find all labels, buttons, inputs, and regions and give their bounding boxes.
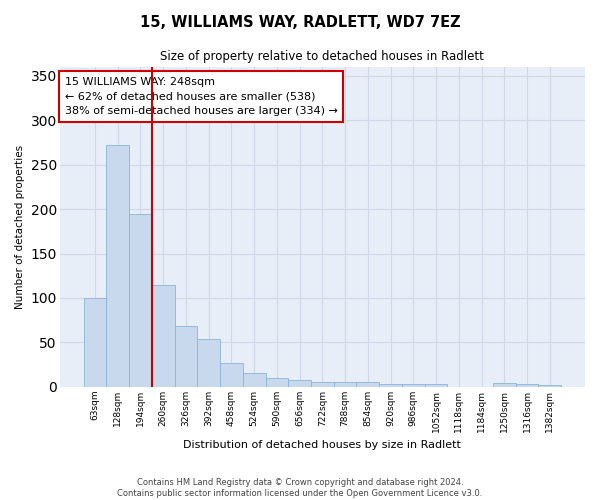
Bar	[538, 385, 561, 387]
Bar	[106, 145, 129, 387]
Bar	[129, 214, 152, 387]
Bar	[425, 384, 448, 387]
Bar	[152, 284, 175, 387]
Bar	[379, 384, 402, 387]
Bar	[311, 382, 334, 387]
Bar	[334, 382, 356, 387]
Title: Size of property relative to detached houses in Radlett: Size of property relative to detached ho…	[160, 50, 484, 63]
Text: 15, WILLIAMS WAY, RADLETT, WD7 7EZ: 15, WILLIAMS WAY, RADLETT, WD7 7EZ	[140, 15, 460, 30]
Bar	[266, 378, 288, 387]
Bar	[356, 382, 379, 387]
Bar	[83, 298, 106, 387]
Bar	[515, 384, 538, 387]
X-axis label: Distribution of detached houses by size in Radlett: Distribution of detached houses by size …	[184, 440, 461, 450]
Bar	[220, 363, 243, 387]
Text: Contains HM Land Registry data © Crown copyright and database right 2024.
Contai: Contains HM Land Registry data © Crown c…	[118, 478, 482, 498]
Bar	[288, 380, 311, 387]
Bar	[243, 372, 266, 387]
Bar	[197, 339, 220, 387]
Bar	[175, 326, 197, 387]
Bar	[402, 384, 425, 387]
Bar	[493, 383, 515, 387]
Text: 15 WILLIAMS WAY: 248sqm
← 62% of detached houses are smaller (538)
38% of semi-d: 15 WILLIAMS WAY: 248sqm ← 62% of detache…	[65, 76, 338, 116]
Y-axis label: Number of detached properties: Number of detached properties	[15, 145, 25, 309]
